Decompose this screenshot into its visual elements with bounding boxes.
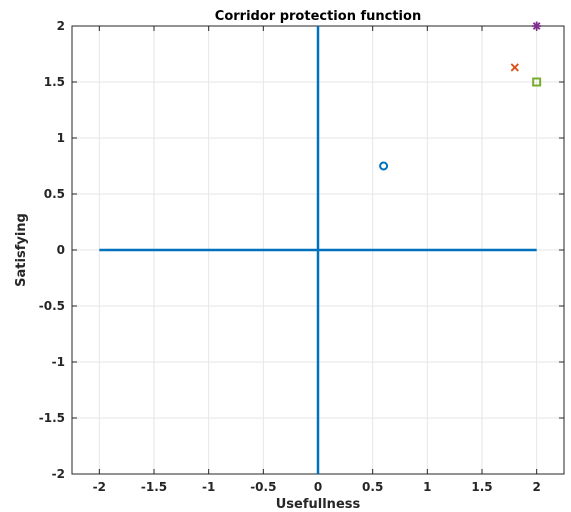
x-axis-label: Usefullness [276,497,361,512]
x-tick-label: 0 [314,480,322,494]
y-axis-label: Satisfying [14,213,29,287]
circle-point [379,161,389,171]
y-tick-label: -1 [52,355,65,369]
x-tick-labels: -2 -1.5 -1 -0.5 0 0.5 1 1.5 2 [93,480,541,494]
x-tick-label: 2 [532,480,540,494]
star-marker [532,21,542,31]
data-markers [379,21,542,171]
x-tick-label: -2 [93,480,106,494]
circle-marker [379,161,389,171]
square-marker [532,77,542,87]
y-tick-label: 0 [57,243,65,257]
x-marker [510,63,519,72]
x-tick-label: -1 [202,480,215,494]
x-tick-label: -1.5 [141,480,167,494]
chart-title: Corridor protection function [215,9,421,24]
y-tick-label: 1.5 [44,75,65,89]
x-tick-label: 0.5 [362,480,383,494]
y-tick-label: 1 [57,131,65,145]
square-point [532,77,542,87]
y-tick-label: -1.5 [39,411,65,425]
y-tick-label: -2 [52,467,65,481]
x-tick-label: 1.5 [471,480,492,494]
star-point [532,21,542,31]
y-tick-label: 0.5 [44,187,65,201]
reference-lines [99,26,537,474]
y-tick-label: -0.5 [39,299,65,313]
x-tick-label: 1 [423,480,431,494]
y-tick-labels: -2 -1.5 -1 -0.5 0 0.5 1 1.5 2 [39,19,65,481]
x-point [510,63,519,72]
x-tick-label: -0.5 [250,480,276,494]
y-tick-label: 2 [57,19,65,33]
